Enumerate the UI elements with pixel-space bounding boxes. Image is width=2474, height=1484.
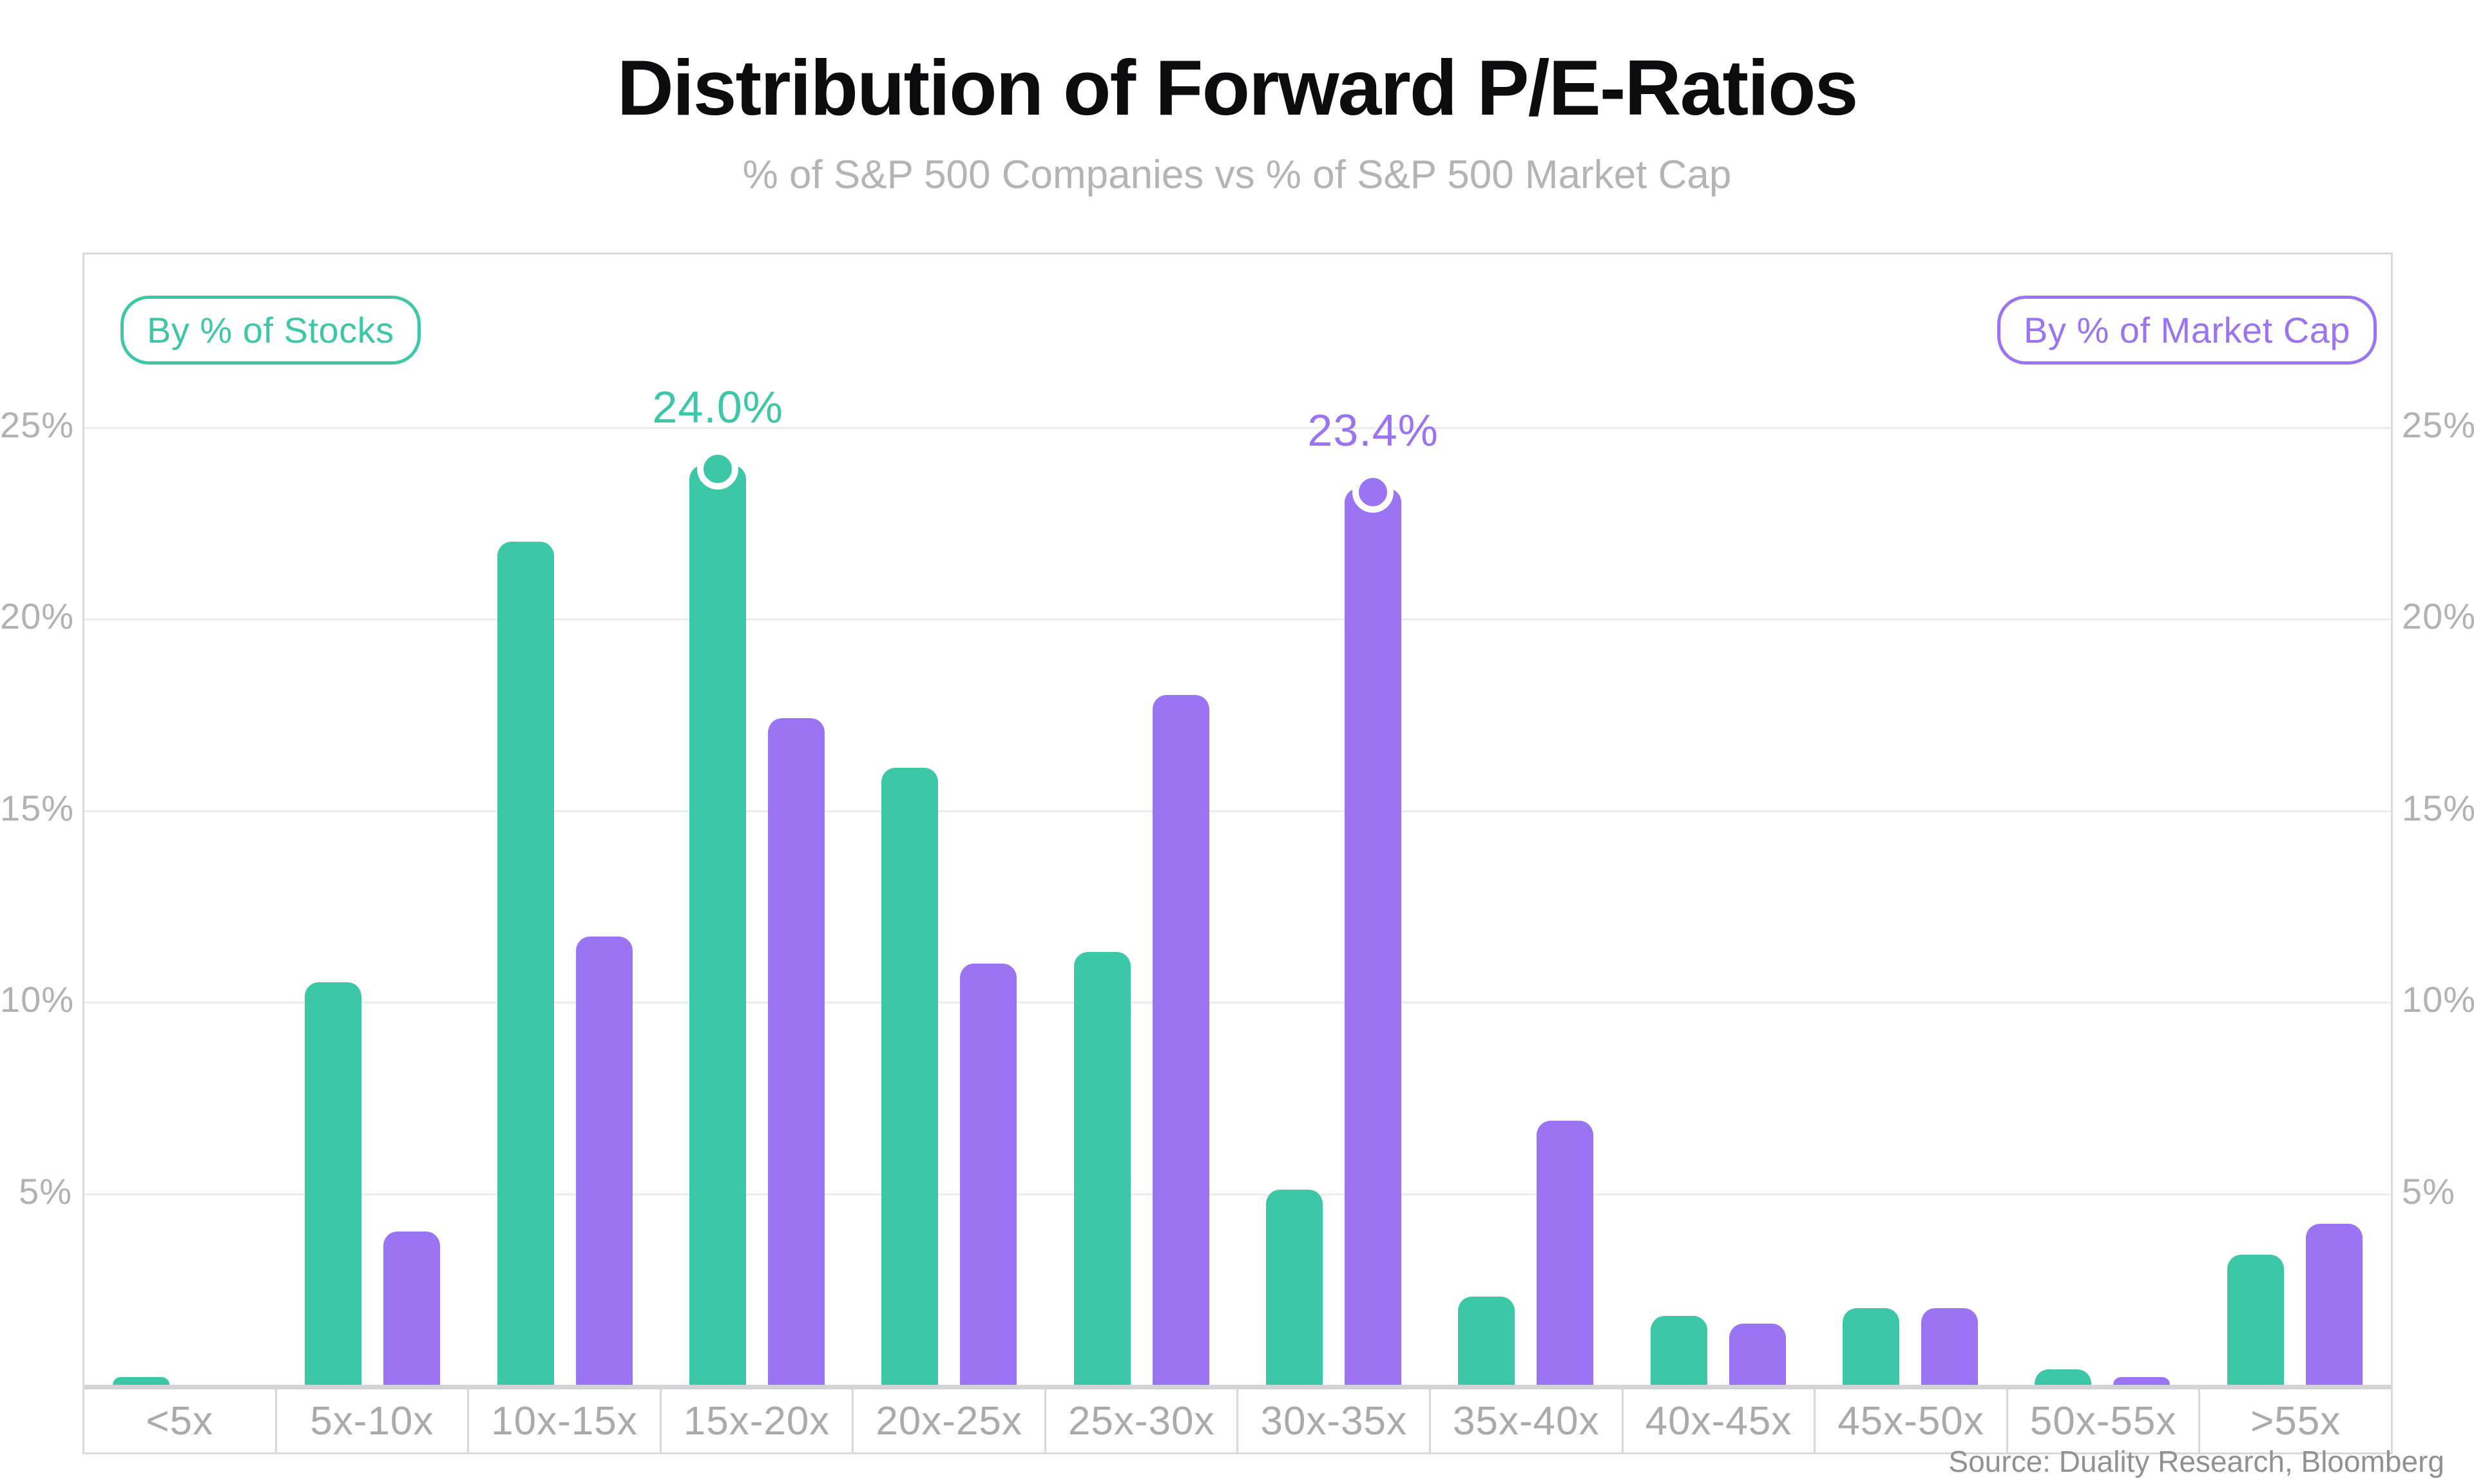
y-tick-right-20pct: 20% — [2402, 596, 2474, 637]
peak-value-label: 23.4% — [1307, 405, 1439, 455]
gridline-10pct — [84, 1002, 2391, 1004]
y-tick-left-20pct: 20% — [0, 596, 75, 637]
bar-market-cap-25x-30x — [1152, 695, 1209, 1385]
bar-market-cap-10x-15x — [575, 937, 633, 1385]
bar-market-cap-45x-50x — [1921, 1308, 1979, 1385]
bar-stocks-40x-45x — [1650, 1316, 1707, 1385]
category-cell-50x-55x — [2006, 254, 2198, 1385]
peak-value-label: 24.0% — [652, 382, 783, 432]
x-tick-5x-10x: 5x-10x — [274, 1389, 468, 1452]
bar-market-cap-40x-45x — [1729, 1324, 1786, 1385]
bar-stocks-45x-50x — [1843, 1308, 1900, 1385]
y-tick-left-5pct: 5% — [19, 1170, 72, 1212]
category-cell-35x-40x — [1430, 254, 1622, 1385]
gridline-20pct — [84, 618, 2391, 621]
x-tick-35x-40x: 35x-40x — [1429, 1389, 1622, 1452]
category-cell-20x-25x — [853, 254, 1045, 1385]
category-cell-10x-15x — [469, 254, 661, 1385]
x-tick->55x: >55x — [2198, 1389, 2391, 1452]
x-tick-10x-15x: 10x-15x — [467, 1389, 660, 1452]
legend-market-cap[interactable]: By % of Market Cap — [1997, 296, 2377, 365]
bar-market-cap-35x-40x — [1537, 1121, 1594, 1385]
y-tick-left-15pct: 15% — [0, 787, 75, 828]
page-subtitle: % of S&P 500 Companies vs % of S&P 500 M… — [742, 153, 1732, 197]
bar-market-cap-5x-10x — [383, 1232, 441, 1385]
x-axis-labels: <5x 5x-10x 10x-15x 15x-20x 20x-25x 25x-30x 30x… — [84, 1389, 2391, 1452]
page-title: Distribution of Forward P/E-Ratios — [617, 44, 1859, 131]
y-tick-right-5pct: 5% — [2402, 1170, 2455, 1212]
category-cell-15x-20x: 24.0% — [652, 254, 853, 1385]
gridline-15pct — [84, 810, 2391, 812]
y-tick-right-25pct: 25% — [2402, 404, 2474, 445]
y-tick-right-15pct: 15% — [2402, 787, 2474, 828]
y-tick-left-25pct: 25% — [0, 404, 75, 445]
bar-stocks-10x-15x — [497, 542, 554, 1385]
category-cell->55x — [2199, 254, 2391, 1385]
bar-stocks-30x-35x — [1266, 1190, 1323, 1385]
y-tick-right-10pct: 10% — [2402, 979, 2474, 1020]
category-cell-25x-30x — [1046, 254, 1238, 1385]
gridline-5pct — [84, 1193, 2391, 1195]
bar-stocks-20x-25x — [881, 768, 939, 1385]
bar-stocks-35x-40x — [1458, 1297, 1515, 1385]
bar-stocks-50x-55x — [2035, 1369, 2092, 1385]
x-tick-25x-30x: 25x-30x — [1044, 1389, 1237, 1452]
x-tick-15x-20x: 15x-20x — [659, 1389, 852, 1452]
x-tick-<5x: <5x — [146, 1398, 214, 1443]
bar-market-cap->55x — [2305, 1224, 2363, 1385]
peak-marker-dot — [697, 448, 739, 490]
category-cell-40x-45x — [1622, 254, 1814, 1385]
x-axis-baseline — [84, 1385, 2391, 1389]
x-tick-40x-45x: 40x-45x — [1621, 1389, 1814, 1452]
x-tick-30x-35x: 30x-35x — [1236, 1389, 1429, 1452]
plot-area: 24.0% 23.4% <5x 5x-10x 10x-15x 15x-20x 20x-25… — [82, 252, 2393, 1454]
x-tick-50x-55x: 50x-55x — [2006, 1389, 2199, 1452]
peak-marker-dot — [1352, 471, 1394, 513]
y-tick-left-10pct: 10% — [0, 979, 75, 1020]
category-cell-5x-10x — [276, 254, 468, 1385]
source-credit: Source: Duality Research, Bloomberg — [1948, 1445, 2444, 1478]
bar-market-cap-15x-20x — [768, 718, 825, 1385]
x-tick-45x-50x: 45x-50x — [1814, 1389, 2006, 1452]
bar-stocks-<5x — [113, 1377, 170, 1385]
category-cell-30x-35x: 23.4% — [1238, 254, 1438, 1385]
bar-market-cap-20x-25x — [960, 964, 1017, 1385]
bar-market-cap-50x-55x — [2113, 1377, 2171, 1385]
bar-stocks-25x-30x — [1073, 952, 1131, 1385]
bars-row: 24.0% 23.4% — [84, 254, 2391, 1385]
category-cell-45x-50x — [1814, 254, 2006, 1385]
gridline-25pct — [84, 426, 2391, 429]
category-cell-<5x — [84, 254, 276, 1385]
bar-stocks->55x — [2227, 1255, 2284, 1385]
bar-stocks-5x-10x — [305, 982, 362, 1385]
bar-stocks-15x-20x: 24.0% — [652, 382, 783, 1385]
bar-market-cap-30x-35x: 23.4% — [1307, 405, 1438, 1385]
x-tick-20x-25x: 20x-25x — [852, 1389, 1044, 1452]
legend-stocks[interactable]: By % of Stocks — [120, 296, 421, 365]
